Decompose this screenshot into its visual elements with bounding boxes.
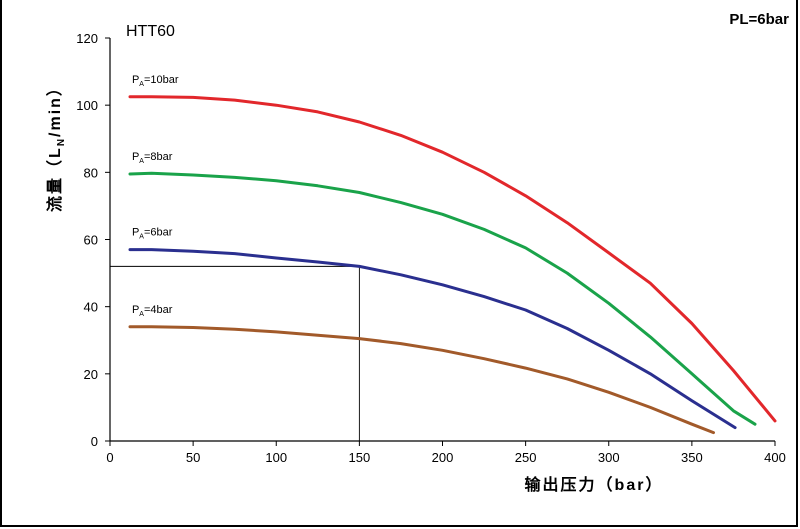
y-axis-title-main: 流量（L bbox=[45, 146, 64, 212]
x-tick-label: 400 bbox=[764, 450, 786, 465]
x-tick-label: 50 bbox=[186, 450, 200, 465]
series-line-1 bbox=[128, 171, 757, 426]
x-tick-label: 150 bbox=[349, 450, 371, 465]
x-tick-label: 350 bbox=[681, 450, 703, 465]
x-tick-label: 300 bbox=[598, 450, 620, 465]
x-tick-label: 0 bbox=[106, 450, 113, 465]
y-tick-label: 0 bbox=[91, 434, 98, 449]
series-label-2: PA=6bar bbox=[132, 227, 173, 241]
y-axis-title-tail: /min） bbox=[46, 78, 64, 137]
x-tick-label: 250 bbox=[515, 450, 537, 465]
series-label-3: PA=4bar bbox=[132, 304, 173, 318]
x-tick-label: 100 bbox=[265, 450, 287, 465]
corner-label: PL=6bar bbox=[729, 11, 789, 28]
series-line-3 bbox=[128, 325, 715, 435]
series-label-0: PA=10bar bbox=[132, 74, 179, 88]
y-axis-title-sub: N bbox=[56, 137, 67, 146]
y-tick-label: 20 bbox=[84, 367, 98, 382]
x-tick-label: 200 bbox=[432, 450, 454, 465]
series-line-0 bbox=[128, 95, 777, 423]
y-axis-title: 流量（LN/min） bbox=[45, 78, 67, 212]
y-tick-label: 120 bbox=[76, 31, 98, 46]
y-tick-label: 100 bbox=[76, 98, 98, 113]
y-tick-label: 60 bbox=[84, 233, 98, 248]
series-line-2 bbox=[128, 248, 737, 430]
chart-title: HTT60 bbox=[126, 23, 175, 40]
tick-group: 0 50 100 150 200 250 300 350 400 0 20 40 60 80 100 120 bbox=[76, 31, 786, 465]
series-label-group: PA=10bar PA=8bar PA=6bar PA=4bar bbox=[132, 74, 179, 318]
x-axis-title: 输出压力（bar） bbox=[525, 475, 664, 494]
reference-lines bbox=[110, 265, 360, 441]
series-group bbox=[128, 95, 777, 435]
y-tick-label: 40 bbox=[84, 300, 98, 315]
y-tick-label: 80 bbox=[84, 165, 98, 180]
series-label-1: PA=8bar bbox=[132, 151, 173, 165]
